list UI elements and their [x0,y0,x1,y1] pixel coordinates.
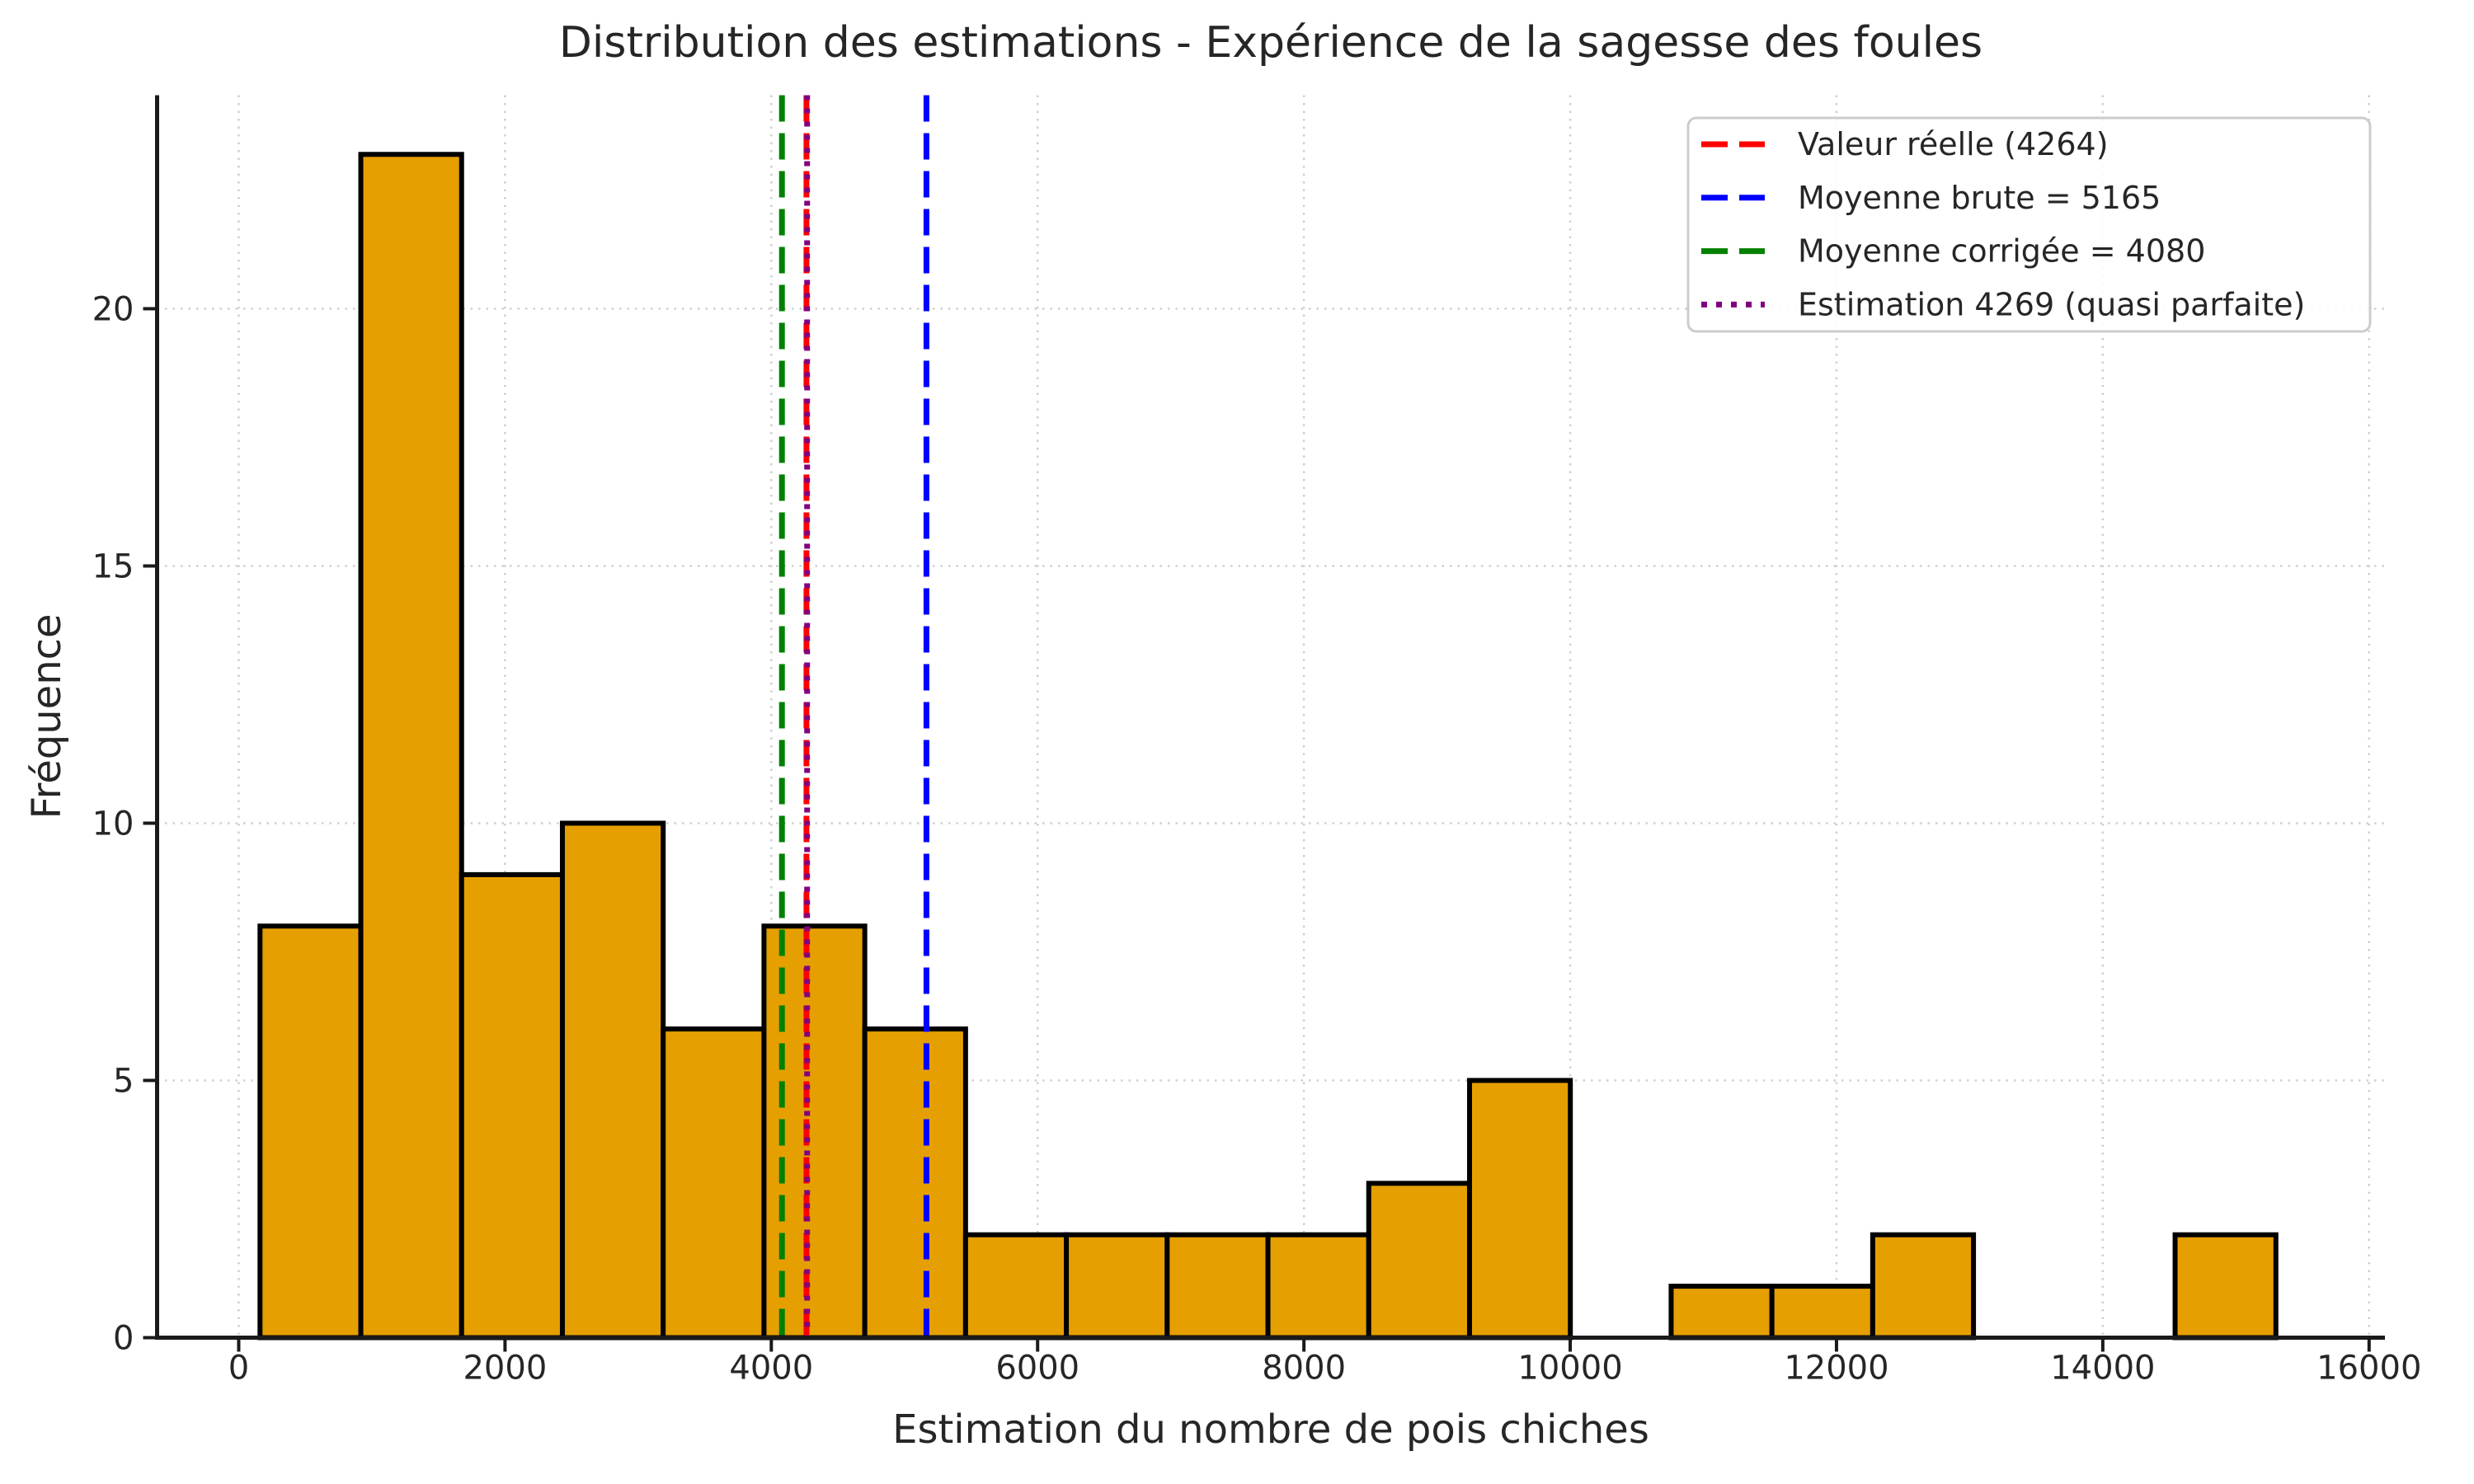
y-tick-label: 20 [92,290,134,328]
histogram-bar [661,1026,767,1341]
histogram-bar [1668,1284,1775,1341]
y-tick-label: 0 [113,1320,134,1358]
histogram-bar [1265,1232,1371,1341]
legend-box [1686,116,2372,333]
x-tick-label: 12000 [1784,1350,1888,1388]
y-tick-label: 10 [92,805,134,843]
x-tick-label: 2000 [463,1350,547,1388]
histogram-bar [1870,1232,1977,1341]
x-tick-label: 16000 [2316,1350,2421,1388]
histogram-bar [459,871,565,1341]
y-tick-label: 5 [113,1062,134,1100]
x-axis-label: Estimation du nombre de pois chiches [892,1407,1649,1453]
histogram-bar [358,152,464,1341]
x-tick-label: 0 [228,1350,249,1388]
histogram-bar [1769,1284,1875,1341]
histogram-bar [2172,1232,2279,1341]
legend-item-label: Estimation 4269 (quasi parfaite) [1798,286,2305,322]
x-tick-label: 10000 [1517,1350,1622,1388]
histogram-bar [559,820,666,1341]
x-tick-label: 4000 [729,1350,813,1388]
x-tick-label: 6000 [995,1350,1079,1388]
x-tick-label: 8000 [1262,1350,1346,1388]
histogram-bar [1466,1078,1573,1341]
histogram-bar [257,923,364,1341]
histogram-bar [1366,1181,1472,1341]
legend-item-label: Moyenne brute = 5165 [1798,180,2161,216]
histogram-bar [1064,1232,1170,1341]
histogram-bar [862,1026,968,1341]
y-tick-label: 15 [92,547,134,585]
legend-item-label: Valeur réelle (4264) [1798,126,2109,162]
chart-title: Distribution des estimations - Expérienc… [558,18,1983,68]
y-axis-label: Fréquence [24,613,70,819]
histogram-bar [962,1232,1070,1341]
histogram-bar [1164,1232,1271,1341]
x-tick-label: 14000 [2050,1350,2155,1388]
legend-item-label: Moyenne corrigée = 4080 [1798,233,2205,270]
